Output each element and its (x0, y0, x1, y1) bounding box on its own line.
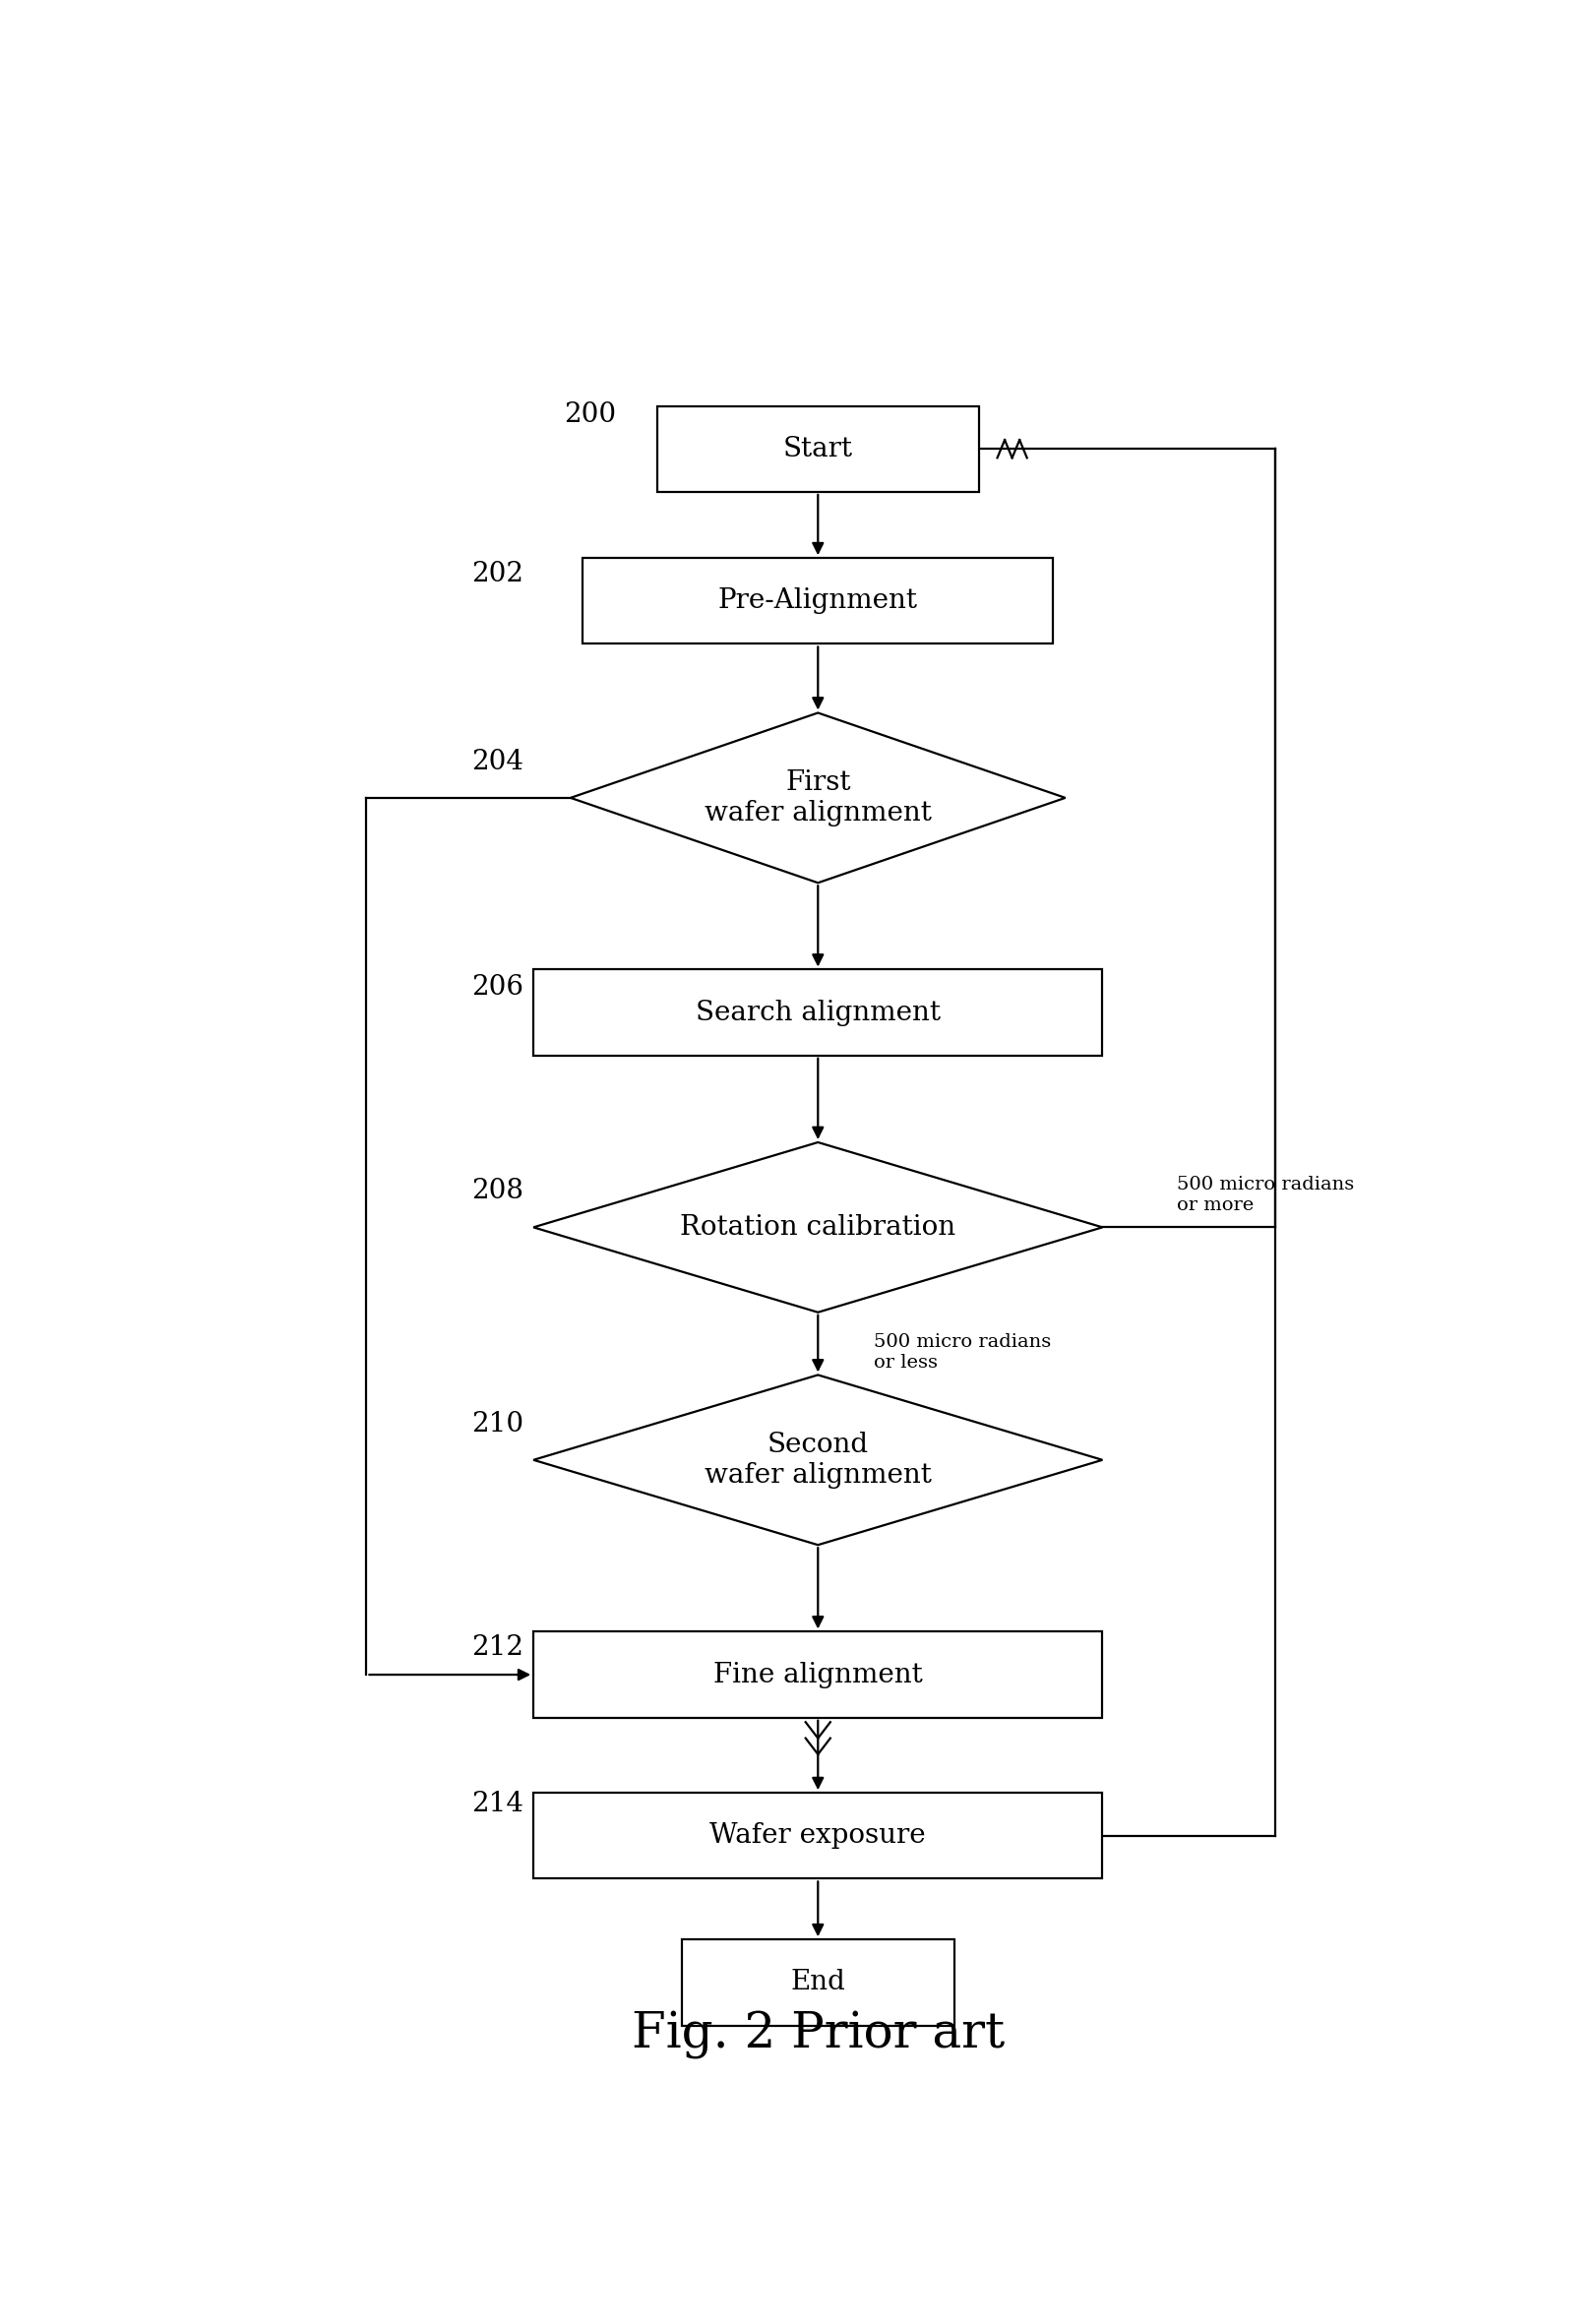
Bar (583, 558, 1053, 644)
Text: 202: 202 (472, 560, 523, 588)
Text: 210: 210 (472, 1411, 523, 1439)
Text: 214: 214 (472, 1789, 523, 1817)
Text: End: End (790, 1968, 846, 1996)
Bar (533, 1792, 1103, 1878)
Text: Fine alignment: Fine alignment (713, 1662, 922, 1687)
Text: 500 micro radians
or less: 500 micro radians or less (873, 1334, 1052, 1371)
Text: 212: 212 (472, 1634, 523, 1662)
Bar (681, 1941, 954, 2027)
Text: First
wafer alignment: First wafer alignment (704, 769, 932, 827)
Text: 200: 200 (565, 402, 616, 428)
Text: 208: 208 (472, 1178, 523, 1204)
Text: Start: Start (784, 435, 852, 462)
Text: Wafer exposure: Wafer exposure (710, 1822, 926, 1850)
Text: Pre-Alignment: Pre-Alignment (718, 588, 918, 614)
Text: Second
wafer alignment: Second wafer alignment (704, 1432, 932, 1490)
Bar (533, 1631, 1103, 1717)
Polygon shape (533, 1376, 1103, 1545)
Polygon shape (571, 713, 1066, 883)
Bar (658, 407, 978, 493)
Text: 206: 206 (472, 974, 523, 1002)
Text: Rotation calibration: Rotation calibration (680, 1213, 956, 1241)
Text: 500 micro radians
or more: 500 micro radians or more (1176, 1176, 1353, 1213)
Polygon shape (533, 1143, 1103, 1313)
Text: Search alignment: Search alignment (696, 999, 940, 1025)
Text: Fig. 2 Prior art: Fig. 2 Prior art (632, 2010, 1004, 2059)
Bar (533, 969, 1103, 1055)
Text: 204: 204 (472, 748, 523, 776)
